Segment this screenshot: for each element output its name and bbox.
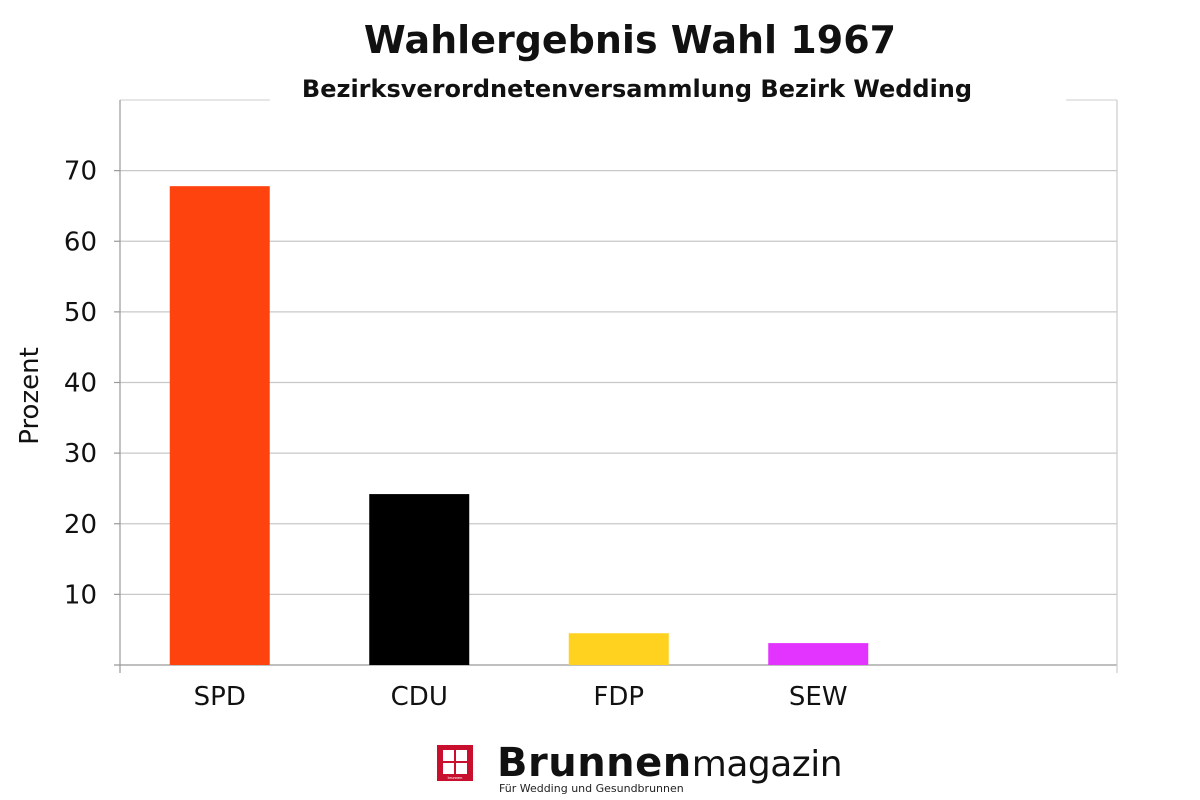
bars bbox=[169, 186, 869, 665]
logo-wordmark: Brunnenmagazin bbox=[497, 738, 843, 797]
axes bbox=[114, 99, 1118, 673]
bar-cdu bbox=[369, 494, 470, 665]
y-axis-label: Prozent bbox=[15, 347, 45, 445]
gridlines bbox=[114, 170, 1117, 595]
x-tick-label: SPD bbox=[194, 682, 246, 712]
logo-mark-text: brunnen bbox=[447, 775, 463, 780]
brunnen-logo: brunnen Brunnenmagazin Für Wedding und G… bbox=[437, 740, 843, 798]
x-tick-label: FDP bbox=[593, 682, 644, 712]
bar-fdp bbox=[568, 633, 669, 665]
brunnen-logo-icon: brunnen bbox=[437, 745, 473, 781]
logo-tagline: Für Wedding und Gesundbrunnen bbox=[499, 782, 684, 795]
axis-labels: 10 20 30 40 50 60 70 SPD CDU FDP SEW Prozent bbox=[15, 157, 848, 712]
y-tick-label: 20 bbox=[64, 510, 97, 540]
chart-title: Wahlergebnis Wahl 1967 bbox=[363, 18, 897, 62]
y-tick-label: 60 bbox=[64, 227, 97, 257]
bar-spd bbox=[169, 186, 270, 665]
bar-sew bbox=[768, 643, 869, 665]
y-tick-label: 70 bbox=[64, 157, 97, 187]
logo-light-text: magazin bbox=[691, 744, 843, 785]
x-tick-label: SEW bbox=[789, 682, 848, 712]
x-tick-label: CDU bbox=[391, 682, 448, 712]
logo-bold-text: Brunnen bbox=[497, 740, 692, 786]
y-tick-label: 10 bbox=[64, 580, 97, 610]
y-tick-label: 30 bbox=[64, 439, 97, 469]
y-tick-label: 50 bbox=[64, 298, 97, 328]
y-tick-label: 40 bbox=[64, 369, 97, 399]
chart-subtitle: Bezirksverordnetenversammlung Bezirk Wed… bbox=[301, 75, 973, 103]
